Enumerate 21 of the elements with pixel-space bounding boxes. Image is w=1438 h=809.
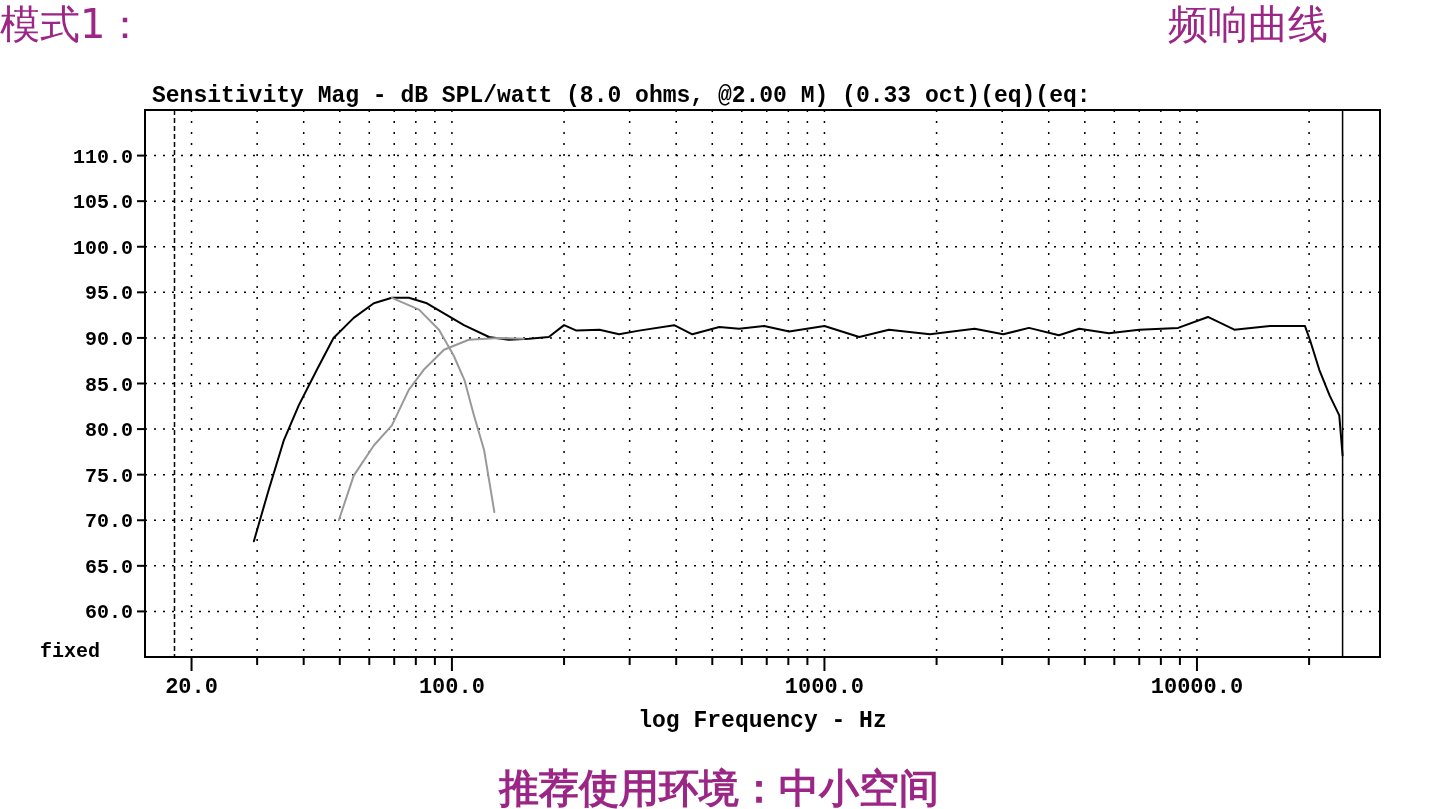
- y-tick-label: 60.0: [84, 601, 133, 625]
- y-tick-label: 90.0: [84, 327, 133, 351]
- x-tick-label: 1000.0: [784, 675, 865, 700]
- text: 模式1：: [0, 1, 146, 47]
- y-tick-label: 95.0: [84, 282, 133, 306]
- y-tick-label: 85.0: [84, 373, 133, 397]
- y-tick-label: 75.0: [84, 464, 133, 488]
- y-tick-label: 70.0: [84, 510, 133, 534]
- chart-subtitle: Sensitivity Mag - dB SPL/watt (8.0 ohms, @2.00 M) (0.33 oct)(eq)(eq:: [152, 83, 1091, 109]
- x-tick-label: 20.0: [165, 675, 218, 700]
- x-tick-label: 10000.0: [1150, 675, 1244, 700]
- y-tick-label: 110.0: [72, 145, 133, 169]
- x-tick-label: 100.0: [418, 675, 485, 700]
- y-tick-label: 105.0: [72, 191, 133, 215]
- y-tick-label: 80.0: [84, 419, 133, 443]
- chart-title: 频响曲线: [1168, 1, 1328, 47]
- x-axis-title: log Frequency - Hz: [638, 708, 887, 734]
- text: fixed: [39, 640, 101, 663]
- y-tick-label: 100.0: [72, 236, 133, 260]
- text: 推荐使用环境：中小空间: [498, 765, 939, 809]
- y-tick-label: 65.0: [84, 555, 133, 579]
